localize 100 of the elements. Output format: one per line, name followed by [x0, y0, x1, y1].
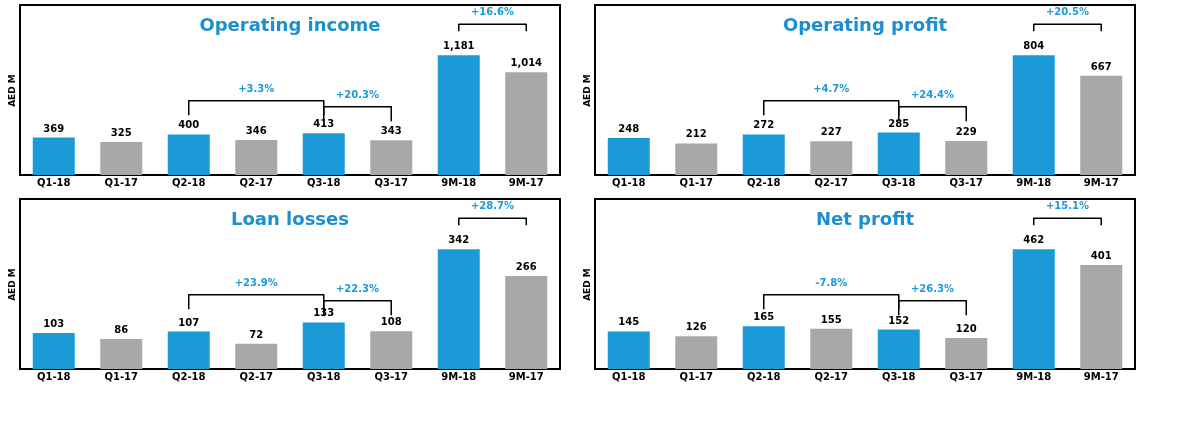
- x-tick-label: Q2-18: [746, 176, 781, 188]
- x-tick-label: Q3-17: [374, 176, 409, 188]
- data-label: 120: [955, 322, 977, 334]
- x-tick-label: Q1-17: [679, 176, 714, 188]
- data-label: 1,181: [442, 40, 475, 52]
- x-tick-label: 9M-18: [1016, 176, 1052, 188]
- data-label: 285: [888, 117, 910, 129]
- data-label: 462: [1023, 234, 1045, 246]
- data-label: 133: [313, 307, 335, 319]
- y-axis-title: AED M: [6, 268, 17, 301]
- bar: [505, 72, 548, 175]
- bar: [1080, 265, 1123, 369]
- x-tick-label: Q2-17: [814, 370, 849, 382]
- data-label: 248: [618, 123, 640, 135]
- bar: [167, 331, 210, 369]
- x-tick-label: Q2-17: [239, 370, 274, 382]
- chart-title: Operating profit: [782, 14, 948, 35]
- data-label: 126: [685, 321, 707, 333]
- annotation: +26.3%: [910, 282, 955, 294]
- annotation: +22.3%: [335, 282, 380, 294]
- bar: [675, 143, 718, 175]
- x-tick-label: Q3-17: [949, 176, 984, 188]
- bar: [675, 336, 718, 369]
- data-label: 369: [43, 122, 65, 134]
- annotation: +24.4%: [910, 88, 955, 100]
- data-label: 1,014: [510, 57, 543, 69]
- bar: [437, 55, 480, 175]
- text: +15.1%: [1045, 200, 1090, 212]
- bar: [302, 322, 345, 369]
- data-label: 86: [114, 323, 129, 335]
- bar: [100, 142, 143, 175]
- x-tick-label: Q2-17: [239, 176, 274, 188]
- data-label: 72: [249, 328, 264, 340]
- bar: [437, 249, 480, 369]
- bar: [370, 331, 413, 369]
- annotation: +3.3%: [238, 82, 275, 94]
- data-label: 107: [178, 316, 200, 328]
- bar: [742, 134, 785, 175]
- x-tick-label: Q1-18: [611, 370, 646, 382]
- data-label: 103: [43, 317, 65, 329]
- bar: [505, 275, 548, 369]
- x-tick-label: 9M-17: [508, 176, 544, 188]
- bar: [1012, 249, 1055, 369]
- x-tick-label: Q1-18: [36, 176, 71, 188]
- bar: [607, 331, 650, 369]
- data-label: 804: [1023, 40, 1045, 52]
- annotation: +20.3%: [335, 88, 380, 100]
- x-tick-label: Q1-18: [36, 370, 71, 382]
- text: +16.6%: [470, 6, 515, 18]
- bar: [877, 329, 920, 369]
- bar: [607, 138, 650, 175]
- x-tick-label: Q3-18: [881, 370, 916, 382]
- data-label: 108: [380, 316, 402, 328]
- x-tick-label: 9M-17: [508, 370, 544, 382]
- data-label: 325: [110, 127, 132, 139]
- x-tick-label: Q2-18: [746, 370, 781, 382]
- bar: [810, 141, 853, 175]
- bar: [1012, 55, 1055, 175]
- data-label: 266: [515, 260, 537, 272]
- y-axis-title: AED M: [581, 268, 592, 301]
- annotation: +4.7%: [813, 82, 850, 94]
- bar: [167, 134, 210, 175]
- data-label: 152: [888, 314, 910, 326]
- x-tick-label: 9M-18: [1016, 370, 1052, 382]
- x-tick-label: 9M-18: [441, 176, 477, 188]
- data-label: 346: [245, 124, 267, 136]
- x-tick-label: Q1-18: [611, 176, 646, 188]
- data-label: 667: [1090, 60, 1112, 72]
- x-tick-label: Q2-18: [171, 370, 206, 382]
- x-tick-label: Q2-17: [814, 176, 849, 188]
- annotation: +23.9%: [234, 276, 278, 288]
- data-label: 343: [380, 125, 402, 137]
- bar: [370, 140, 413, 175]
- bar: [810, 328, 853, 369]
- bar: [742, 326, 785, 369]
- bar: [877, 132, 920, 175]
- chart-title: Loan losses: [231, 208, 349, 229]
- bar: [235, 343, 278, 369]
- bar: [945, 337, 988, 369]
- bar: [100, 338, 143, 369]
- x-tick-label: Q3-17: [374, 370, 409, 382]
- x-tick-label: Q1-17: [679, 370, 714, 382]
- x-tick-label: 9M-17: [1083, 370, 1119, 382]
- bar: [302, 133, 345, 175]
- data-label: 413: [313, 118, 335, 130]
- data-label: 145: [618, 316, 640, 328]
- annotation: -7.8%: [815, 276, 848, 288]
- bar: [32, 332, 75, 369]
- data-label: 229: [955, 125, 977, 137]
- bar: [945, 140, 988, 175]
- text: +20.5%: [1045, 6, 1090, 18]
- text: +28.7%: [470, 200, 515, 212]
- data-label: 227: [820, 126, 842, 138]
- x-tick-label: Q2-18: [171, 176, 206, 188]
- x-tick-label: Q3-17: [949, 370, 984, 382]
- x-tick-label: Q3-18: [306, 370, 341, 382]
- data-label: 212: [685, 128, 707, 140]
- x-tick-label: Q3-18: [306, 176, 341, 188]
- data-label: 400: [178, 119, 200, 131]
- bar: [1080, 75, 1123, 175]
